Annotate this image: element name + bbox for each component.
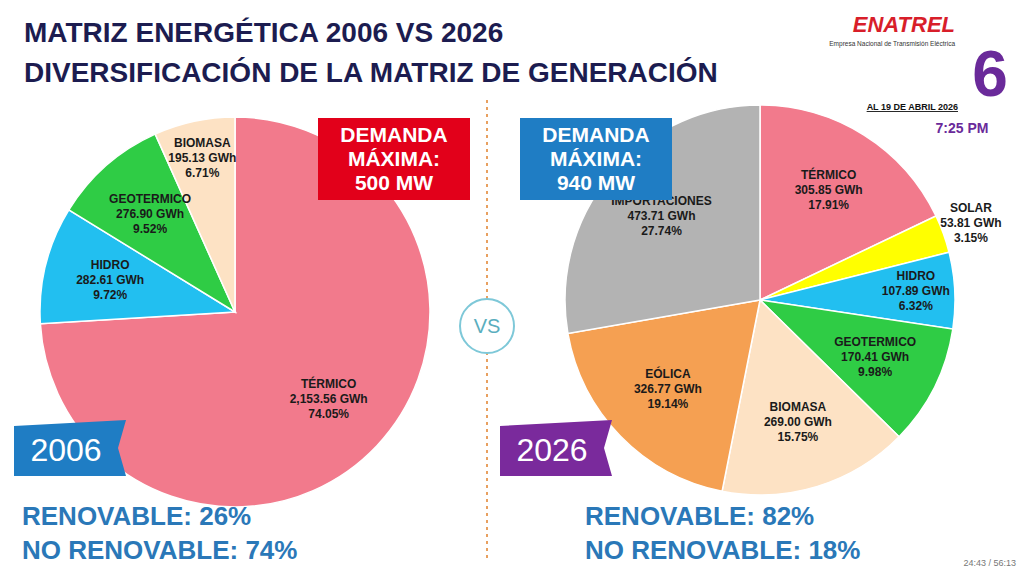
slice-percent: 3.15% <box>954 231 988 245</box>
background <box>0 0 1024 573</box>
slice-percent: 6.32% <box>899 299 933 313</box>
channel-time: 7:25 PM <box>936 120 989 136</box>
data-labels: TÉRMICO305.85 GWh17.91% SOLAR53.81 GWh3.1… <box>611 167 1001 444</box>
slice-energy: 269.00 GWh <box>764 415 832 429</box>
slice-category: GEOTERMICO <box>834 335 916 349</box>
title-line: MATRIZ ENERGÉTICA 2006 VS 2026 <box>24 17 503 48</box>
demand-text: DEMANDA <box>542 123 649 146</box>
slice-category: SOLAR <box>950 201 992 215</box>
vs-label: VS <box>474 315 501 337</box>
renewable-share: NO RENOVABLE: 18% <box>585 535 860 565</box>
slice-percent: 27.74% <box>641 224 682 238</box>
slice-energy: 326.77 GWh <box>634 382 702 396</box>
year-tag <box>500 420 612 476</box>
slice-percent: 6.71% <box>185 166 219 180</box>
renewable-share: RENOVABLE: 26% <box>22 501 251 531</box>
slice-energy: 305.85 GWh <box>795 183 863 197</box>
slice-category: EÓLICA <box>645 366 691 381</box>
slice-category: BIOMASA <box>770 400 827 414</box>
slice-category: TÉRMICO <box>301 376 356 391</box>
vs-circle <box>460 299 514 353</box>
slice-energy: 53.81 GWh <box>940 216 1001 230</box>
slice-category: GEOTERMICO <box>109 192 191 206</box>
slice-energy: 282.61 GWh <box>76 273 144 287</box>
slice-category: TÉRMICO <box>801 167 856 182</box>
title-line: DIVERSIFICACIÓN DE LA MATRIZ DE GENERACI… <box>24 57 718 88</box>
demand-box <box>520 118 672 200</box>
demand-text: 500 MW <box>355 171 433 194</box>
slice-percent: 74.05% <box>308 407 349 421</box>
slice-energy: 195.13 GWh <box>168 151 236 165</box>
slice-percent: 17.91% <box>808 198 849 212</box>
slice-percent: 15.75% <box>778 430 819 444</box>
slice-percent: 19.14% <box>648 397 689 411</box>
slice-category: HIDRO <box>896 269 935 283</box>
year-label: 2006 <box>30 432 101 468</box>
slice-energy: 170.41 GWh <box>841 350 909 364</box>
slice-category: HIDRO <box>91 258 130 272</box>
video-time: 24:43 / 56:13 <box>963 558 1016 568</box>
year-label: 2026 <box>516 432 587 468</box>
demand-text: 940 MW <box>557 171 635 194</box>
renewable-share: NO RENOVABLE: 74% <box>22 535 297 565</box>
channel-number: 6 <box>972 38 1008 110</box>
slide: MATRIZ ENERGÉTICA 2006 VS 2026 DIVERSIFIC… <box>0 0 1024 573</box>
demand-text: DEMANDA <box>340 123 447 146</box>
demand-text: MÁXIMA: <box>550 147 642 170</box>
renewable-share: RENOVABLE: 82% <box>585 501 814 531</box>
slice-percent: 9.98% <box>858 365 892 379</box>
slice-energy: 2,153.56 GWh <box>290 392 368 406</box>
slice-percent: 9.72% <box>93 288 127 302</box>
year-tag <box>14 420 126 476</box>
slice-category: BIOMASA <box>174 136 231 150</box>
slice-percent: 9.52% <box>133 222 167 236</box>
logo-subtitle: Empresa Nacional de Transmisión Eléctric… <box>829 40 955 48</box>
demand-text: MÁXIMA: <box>348 147 440 170</box>
slice-energy: 107.89 GWh <box>882 284 950 298</box>
logo-date: AL 19 DE ABRIL 2026 <box>867 102 958 112</box>
slice-energy: 276.90 GWh <box>116 207 184 221</box>
logo-name: ENATREL <box>853 12 955 37</box>
demand-box <box>318 118 470 200</box>
slice-energy: 473.71 GWh <box>627 209 695 223</box>
